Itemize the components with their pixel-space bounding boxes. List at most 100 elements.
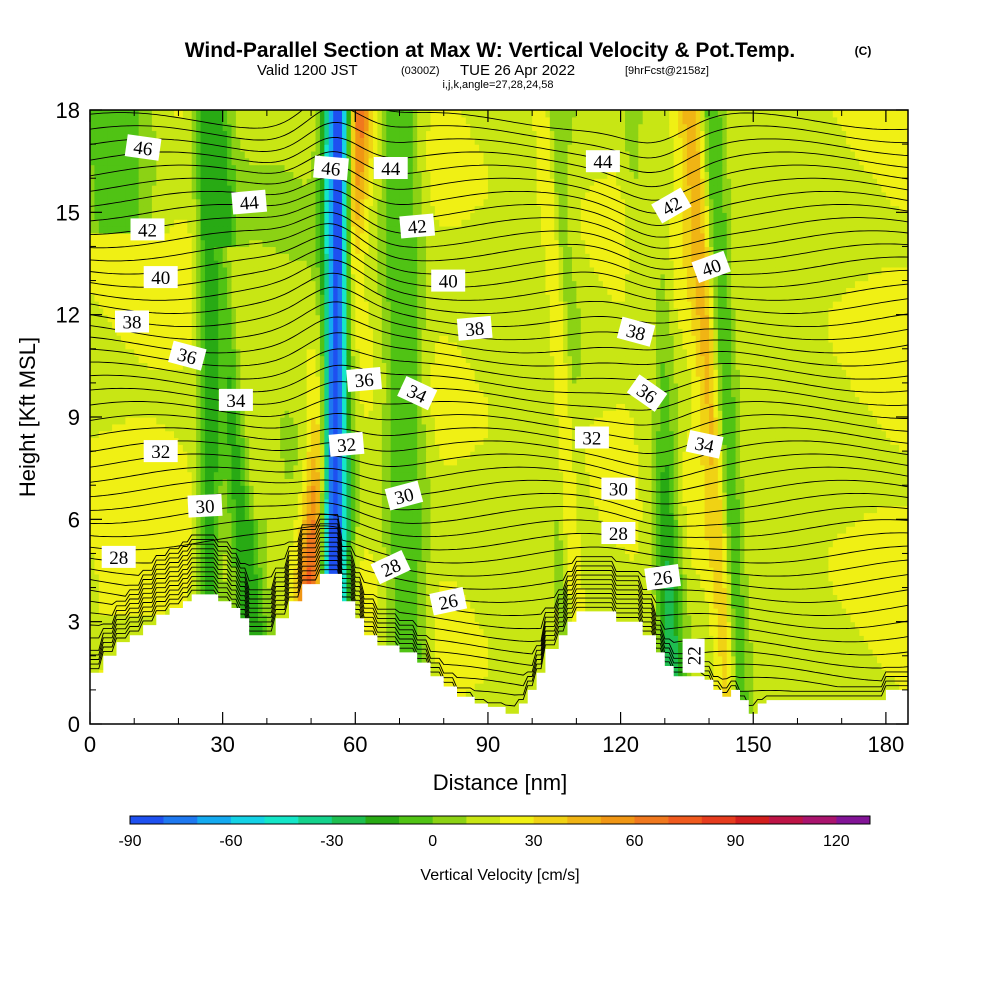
theta-contour-line — [90, 479, 908, 505]
y-tick-label: 3 — [68, 610, 80, 635]
terrain-mask — [90, 573, 908, 724]
theta-contour-line — [90, 110, 908, 144]
contour-label-text: 46 — [132, 137, 154, 160]
contour-label-text: 32 — [151, 442, 170, 463]
contour-label: 22 — [682, 638, 706, 673]
theta-contour-line — [90, 453, 908, 481]
colorbar-tick-label: 90 — [727, 833, 745, 850]
x-tick-label: 60 — [343, 732, 367, 757]
contour-label: 32 — [574, 426, 609, 450]
contour-label-text: 30 — [392, 484, 416, 509]
theta-contour-line — [90, 223, 908, 270]
colorbar-swatch — [567, 816, 602, 824]
valid-time: Valid 1200 JST — [257, 62, 358, 79]
theta-contour-line — [90, 523, 908, 590]
contour-label: 44 — [585, 150, 620, 173]
theta-contour-line — [90, 412, 908, 440]
colorbar-swatch — [230, 816, 265, 824]
valid-time-utc: (0300Z) — [401, 65, 440, 77]
colorbar-tick-label: 30 — [525, 833, 543, 850]
y-tick-label: 9 — [68, 405, 80, 430]
theta-contour-line — [90, 136, 908, 188]
contour-label: 44 — [373, 157, 408, 180]
contour-label: 46 — [124, 134, 162, 161]
contour-label: 30 — [601, 477, 636, 501]
contour-label: 32 — [143, 440, 178, 463]
contour-label: 38 — [616, 316, 656, 347]
contour-label-text: 26 — [437, 590, 460, 614]
theta-contour-line — [90, 427, 908, 454]
y-tick-label: 6 — [68, 507, 80, 532]
colorbar-swatch — [130, 816, 164, 824]
colorbar-tick-label: 0 — [428, 833, 437, 850]
colorbar-label: Vertical Velocity [cm/s] — [420, 867, 579, 884]
contour-label: 30 — [384, 480, 424, 511]
x-tick-label: 0 — [84, 732, 96, 757]
theta-contour-line — [90, 514, 908, 564]
theta-contour-line — [90, 234, 908, 280]
contour-label: 38 — [115, 310, 149, 334]
contour-label-text: 30 — [195, 496, 215, 518]
contour-label-text: 32 — [582, 429, 601, 450]
theta-contour-line — [90, 151, 908, 201]
contour-label-text: 26 — [652, 567, 674, 590]
theta-contour-line — [90, 513, 908, 538]
colorbar-swatch — [769, 816, 803, 824]
y-tick-label: 15 — [56, 200, 80, 225]
theta-contour-line — [90, 348, 908, 381]
contour-label-text: 34 — [226, 391, 246, 412]
contour-label-text: 40 — [151, 268, 170, 289]
contour-label: 42 — [130, 218, 165, 241]
colorbar-tick-label: -60 — [219, 833, 242, 850]
contour-label-text: 40 — [439, 272, 458, 293]
contour-label: 44 — [231, 189, 268, 215]
colorbar-swatch — [466, 816, 501, 824]
section-indices: i,j,k,angle=27,28,24,58 — [442, 79, 553, 91]
contour-label-text: 38 — [464, 319, 485, 342]
x-tick-label: 180 — [868, 732, 905, 757]
colorbar-swatch — [197, 816, 232, 824]
colorbar-swatch — [634, 816, 669, 824]
colorbar-tick-label: 120 — [823, 833, 850, 850]
colorbar-swatch — [399, 816, 433, 824]
contour-label-text: 42 — [138, 220, 157, 241]
theta-contour-line — [90, 550, 908, 669]
copyright-mark: (C) — [855, 44, 872, 58]
theta-contour-line — [90, 164, 908, 214]
theta-contour-line — [90, 316, 908, 354]
contour-label-text: 34 — [693, 434, 716, 459]
colorbar-swatch — [264, 816, 299, 824]
contour-label: 34 — [218, 388, 253, 412]
contour-label-text: 32 — [336, 435, 357, 458]
theta-contour-line — [90, 440, 908, 468]
contour-label: 34 — [685, 430, 724, 459]
theta-contours — [90, 110, 908, 707]
contour-label-text: 42 — [407, 216, 428, 239]
chart-title: Wind-Parallel Section at Max W: Vertical… — [185, 39, 796, 62]
theta-contour-line — [90, 286, 908, 328]
contour-label: 28 — [101, 545, 136, 569]
colorbar-tick-label: -90 — [118, 833, 141, 850]
colorbar-swatch — [365, 816, 400, 824]
forecast-note: [9hrFcst@2158z] — [625, 65, 709, 77]
contour-label-text: 38 — [624, 321, 648, 346]
theta-contour-line — [90, 332, 908, 367]
theta-contour-line — [90, 502, 908, 527]
contour-label: 34 — [397, 375, 438, 411]
colorbar-tick-label: 60 — [626, 833, 644, 850]
theta-contour-line — [90, 546, 908, 656]
colorbar-swatch — [836, 816, 871, 824]
contour-label: 32 — [328, 431, 365, 458]
colorbar-swatch — [163, 816, 198, 824]
theta-contour-line — [90, 532, 908, 616]
contour-label-text: 46 — [320, 158, 341, 181]
theta-contour-line — [90, 246, 908, 291]
contour-label: 46 — [313, 155, 349, 181]
theta-contour-line — [90, 569, 908, 707]
theta-contour-line — [90, 211, 908, 260]
colorbar-tick-label: -30 — [320, 833, 343, 850]
y-tick-label: 0 — [68, 712, 80, 737]
contour-label-text: 28 — [109, 548, 128, 569]
colorbar-swatch — [735, 816, 770, 824]
